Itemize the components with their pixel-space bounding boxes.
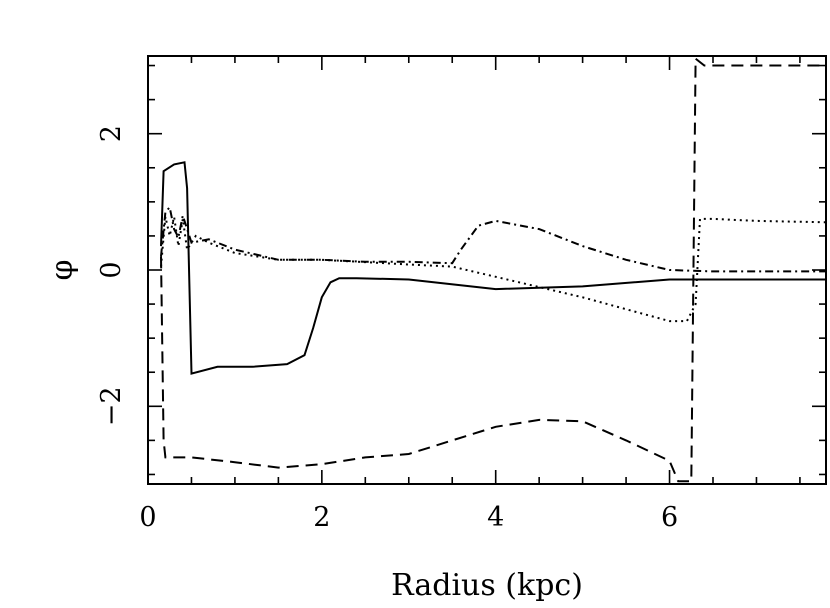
y-tick-label: −2 [96, 386, 127, 426]
series-line-dotted [160, 216, 827, 323]
tick-labels: 0 2 4 6 −2 0 2 [96, 125, 678, 533]
x-tick-label: 2 [313, 502, 330, 533]
series-group [160, 56, 827, 483]
series-line-solid [160, 161, 826, 375]
axis-ticks [147, 56, 826, 484]
series-line-dashed [160, 56, 826, 483]
plot-frame [147, 55, 827, 485]
x-axis-label: Radius (kpc) [391, 568, 583, 603]
y-axis-label: φ [45, 259, 80, 280]
x-tick-label: 6 [661, 502, 678, 533]
y-tick-label: 0 [96, 261, 127, 278]
x-tick-label: 4 [487, 502, 504, 533]
x-tick-label: 0 [139, 502, 156, 533]
y-tick-label: 2 [96, 125, 127, 142]
series-line-dash-dot [160, 205, 826, 273]
